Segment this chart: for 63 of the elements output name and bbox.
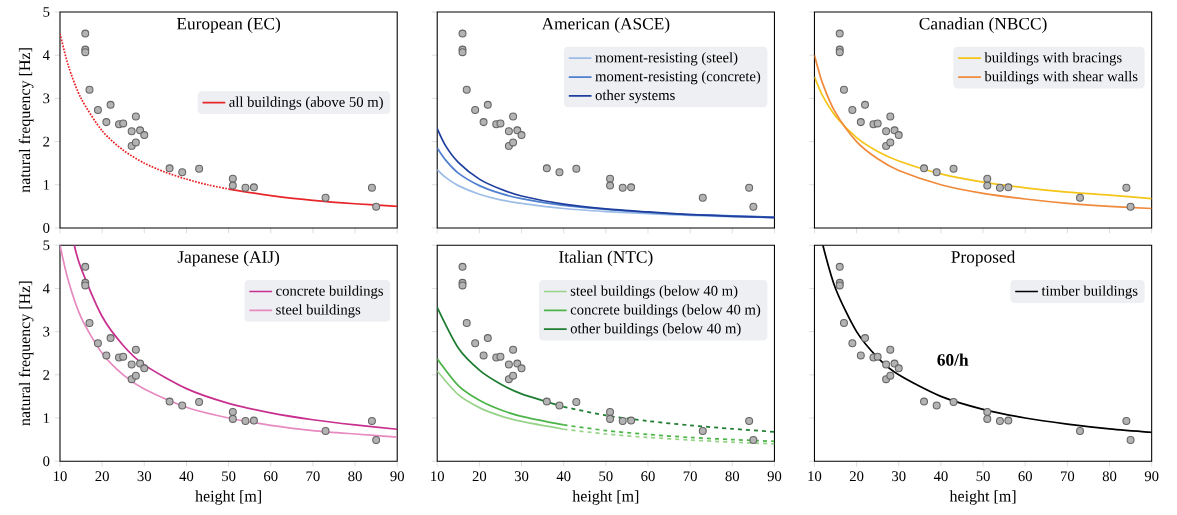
annotation: 60/h — [937, 353, 969, 367]
x-tick-label: 20 — [472, 471, 487, 482]
legend-label: buildings with shear walls — [984, 71, 1138, 85]
legend-label: steel buildings — [276, 304, 361, 318]
legend-label: concrete buildings (below 40 m) — [570, 304, 761, 318]
y-tick-label: 4 — [42, 283, 50, 294]
chart-title: Japanese (AIJ) — [177, 250, 280, 267]
y-tick-label: 2 — [43, 370, 50, 380]
y-tick-label: 5 — [43, 7, 50, 18]
chart-title: Proposed — [951, 250, 1016, 267]
legend-label: buildings with bracings — [984, 52, 1122, 66]
x-tick-label: 40 — [556, 471, 571, 482]
x-axis-title: height [m] — [949, 490, 1016, 506]
y-tick-label: 3 — [43, 326, 50, 337]
legend-label: moment-resisting (concrete) — [595, 71, 761, 85]
x-tick-label: 30 — [137, 471, 152, 482]
y-tick-label: 1 — [43, 180, 50, 190]
legend-label: other buildings (below 40 m) — [570, 323, 741, 337]
x-tick-label: 50 — [599, 471, 613, 482]
x-tick-label: 60 — [1018, 471, 1032, 482]
x-tick-label: 30 — [892, 471, 906, 482]
y-tick-label: 1 — [43, 413, 50, 424]
legend-label: timber buildings — [1041, 285, 1138, 299]
chart-title: Italian (NTC) — [559, 250, 653, 267]
x-tick-label: 90 — [767, 471, 782, 482]
x-tick-label: 30 — [514, 471, 529, 482]
legend-label: other systems — [595, 90, 675, 104]
x-tick-label: 70 — [306, 471, 320, 482]
x-axis-title: height [m] — [572, 490, 639, 506]
x-tick-label: 60 — [264, 471, 278, 482]
chart-title: American (ASCE) — [541, 17, 670, 34]
y-axis-title: natural frequency [Hz] — [18, 281, 34, 426]
legend-label: concrete buildings — [276, 285, 383, 299]
y-tick-label: 4 — [42, 50, 50, 61]
x-tick-label: 20 — [849, 471, 864, 482]
legend-label: all buildings (above 50 m) — [229, 96, 383, 111]
x-tick-label: 10 — [431, 471, 444, 482]
x-tick-label: 80 — [725, 471, 740, 482]
x-tick-label: 90 — [1144, 471, 1159, 482]
x-tick-label: 10 — [53, 471, 67, 482]
x-tick-label: 70 — [683, 471, 697, 482]
y-tick-label: 3 — [43, 93, 50, 104]
chart-title: European (EC) — [176, 17, 281, 34]
chart-title: Canadian (NBCC) — [919, 17, 1047, 34]
x-tick-label: 50 — [222, 471, 236, 482]
x-tick-label: 90 — [390, 471, 404, 482]
x-tick-label: 40 — [933, 471, 948, 482]
y-tick-label: 0 — [43, 456, 50, 467]
legend-label: moment-resisting (steel) — [595, 52, 738, 66]
x-tick-label: 20 — [95, 471, 109, 482]
x-tick-label: 80 — [1102, 471, 1117, 482]
x-axis-title: height [m] — [195, 490, 261, 506]
x-tick-label: 10 — [808, 471, 822, 482]
x-tick-label: 80 — [348, 471, 362, 482]
x-tick-label: 50 — [976, 471, 990, 482]
y-tick-label: 0 — [43, 223, 50, 234]
y-tick-label: 2 — [43, 136, 50, 147]
y-axis-title: natural frequency [Hz] — [18, 48, 34, 193]
x-tick-label: 40 — [179, 471, 194, 482]
y-tick-label: 5 — [43, 240, 50, 251]
x-tick-label: 60 — [641, 471, 655, 482]
x-tick-label: 70 — [1060, 471, 1075, 482]
legend-label: steel buildings (below 40 m) — [570, 285, 738, 299]
